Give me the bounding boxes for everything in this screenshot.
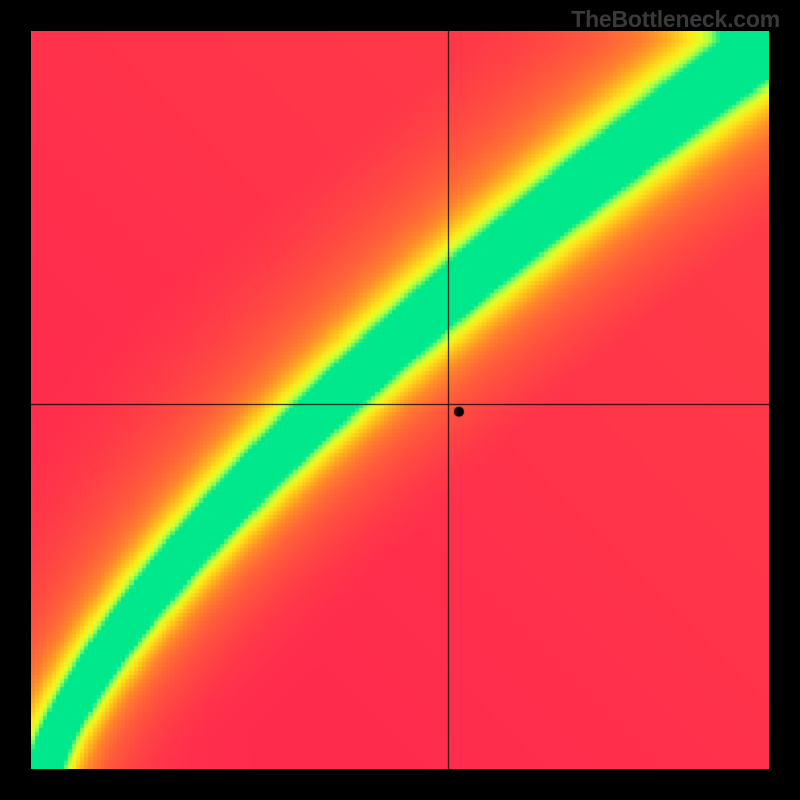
heatmap-canvas	[31, 31, 769, 769]
attribution-label: TheBottleneck.com	[571, 6, 780, 33]
plot-area	[31, 31, 769, 769]
chart-frame: TheBottleneck.com	[0, 0, 800, 800]
